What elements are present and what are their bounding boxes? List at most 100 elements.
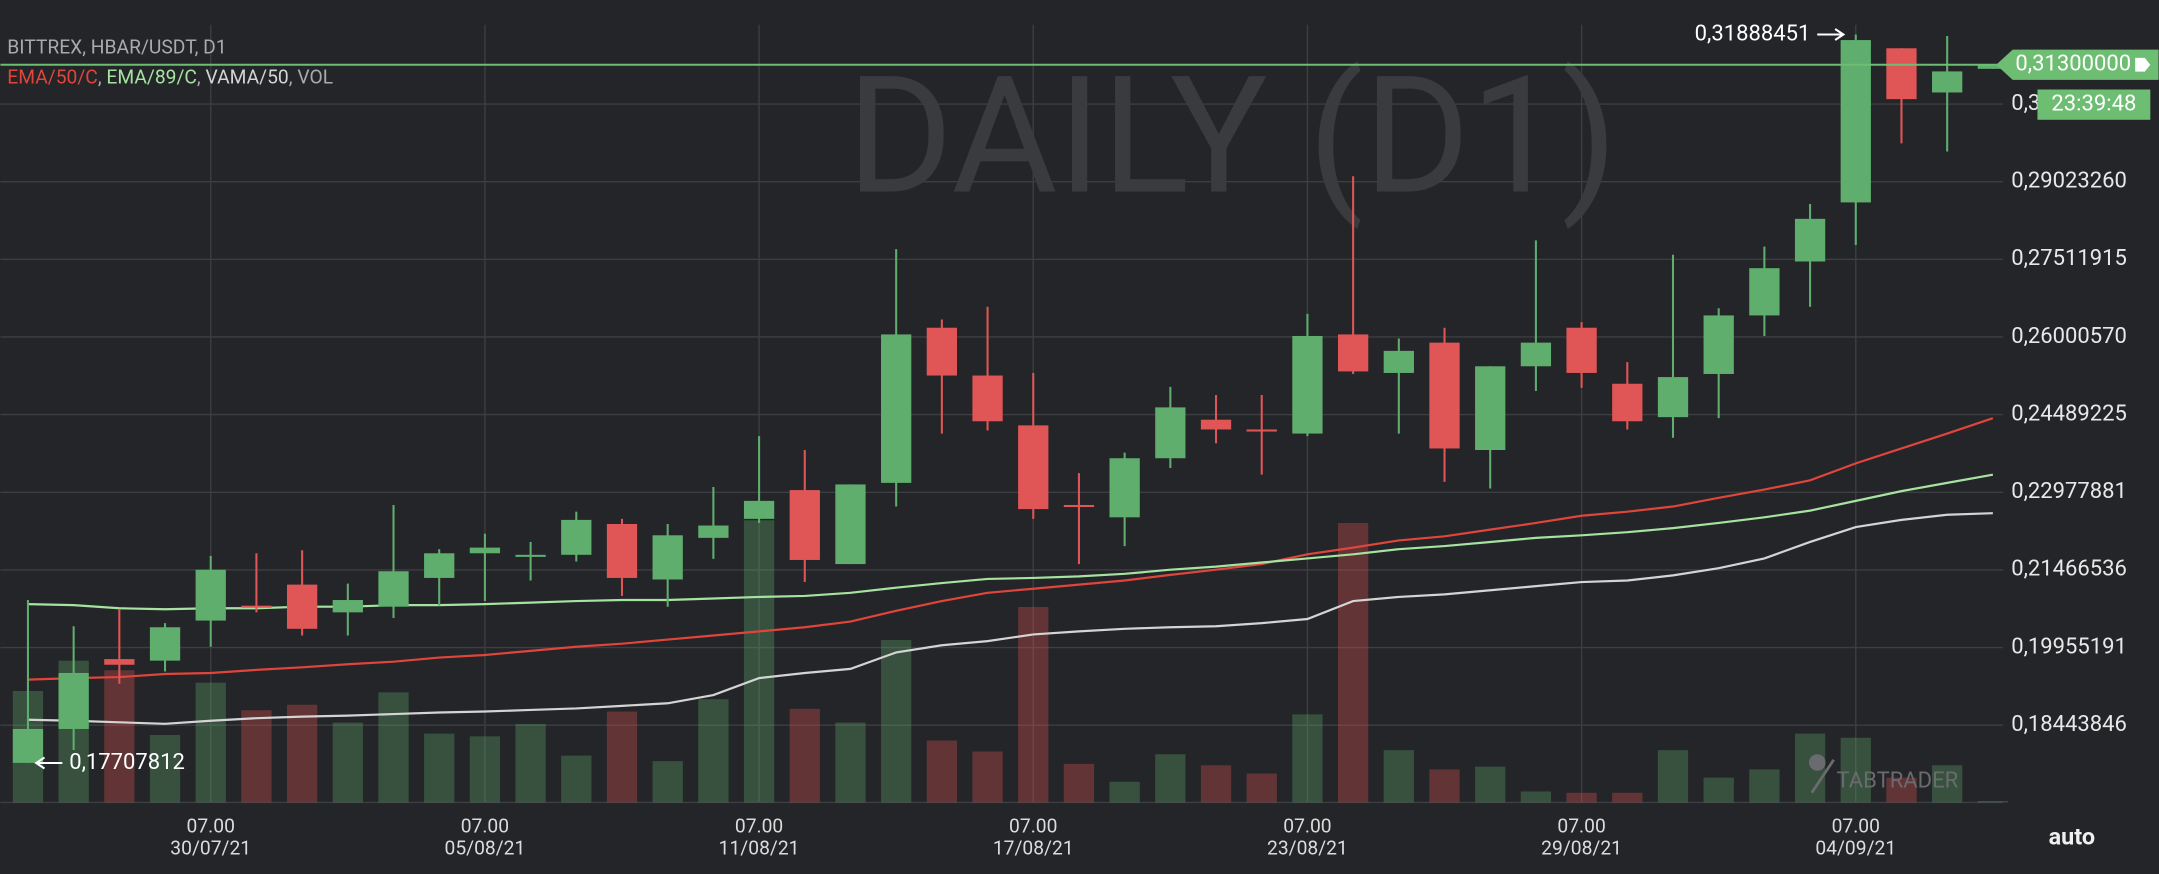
volume-bar xyxy=(1566,792,1597,803)
x-tick-time: 07.00 xyxy=(1557,814,1605,837)
tag-icon xyxy=(2135,57,2151,72)
candle-body xyxy=(195,569,226,621)
volume-bar xyxy=(195,682,226,803)
volume-bar xyxy=(424,733,455,803)
legend: EMA/50/C, EMA/89/C, VAMA/50, VOL xyxy=(7,66,333,89)
y-tick-label: 0,22977881 xyxy=(2011,479,2127,504)
candle-body xyxy=(652,535,683,580)
legend-separator: , xyxy=(289,66,298,89)
volume-bar xyxy=(1886,777,1917,803)
candle-body xyxy=(1246,429,1277,432)
logo-dot xyxy=(1808,754,1826,771)
legend-entry: EMA/89/C xyxy=(106,66,197,89)
x-tick-label: 05/08/21 xyxy=(444,836,525,859)
candle-body xyxy=(1018,425,1049,510)
candle-body xyxy=(698,525,729,538)
low-label: 0,17707812 xyxy=(69,750,185,775)
candle-layer xyxy=(12,34,2009,763)
volume-bar xyxy=(515,723,546,803)
candle-body xyxy=(12,728,44,763)
brand: TABTRADER xyxy=(1837,769,1959,794)
candle-body xyxy=(424,553,455,578)
x-tick-time: 07.00 xyxy=(735,814,783,837)
volume-bar xyxy=(1977,801,2009,803)
volume-bar xyxy=(1292,714,1323,803)
volume-bar xyxy=(881,640,912,803)
legend-separator: , xyxy=(197,66,206,89)
candle-body xyxy=(58,672,89,729)
x-tick-time: 07.00 xyxy=(461,814,509,837)
volume-bar xyxy=(286,704,318,803)
volume-bar xyxy=(1612,792,1643,803)
candle-body xyxy=(149,627,181,661)
volume-bar xyxy=(561,755,592,803)
candle-body xyxy=(1383,350,1414,373)
y-tick-label: 0,24489225 xyxy=(2011,401,2127,426)
candle-body xyxy=(1977,64,2009,69)
volume-bar xyxy=(1749,769,1780,803)
chart-title: BITTREX, HBAR/USDT, D1 xyxy=(7,35,226,58)
candle-body xyxy=(1566,327,1597,373)
x-tick-label: 11/08/21 xyxy=(719,836,800,859)
y-tick-label: 0,21466536 xyxy=(2011,557,2127,582)
volume-bar xyxy=(1657,750,1689,803)
candle-body xyxy=(1794,218,1826,262)
volume-bar xyxy=(1109,781,1140,803)
volume-bar xyxy=(972,751,1003,803)
candle-body xyxy=(1886,48,1917,100)
x-tick-label: 23/08/21 xyxy=(1267,836,1348,859)
volume-bar xyxy=(1246,773,1277,803)
candle-body xyxy=(926,327,958,376)
legend-entry: VAMA/50 xyxy=(206,66,289,89)
candle-body xyxy=(241,605,272,608)
volume-bar xyxy=(1200,765,1232,803)
candle-body xyxy=(1840,40,1871,203)
volume-layer xyxy=(12,520,2009,803)
candle-body xyxy=(881,334,912,483)
volume-bar xyxy=(789,708,820,803)
y-tick-label: 0,18443846 xyxy=(2011,712,2127,737)
candle-body xyxy=(1475,366,1506,451)
candle-body xyxy=(743,500,775,519)
legend-entry: VOL xyxy=(297,66,333,89)
volume-bar xyxy=(835,722,866,803)
last-price-label: 0,31300000 xyxy=(2015,52,2131,77)
candle-body xyxy=(1749,268,1780,316)
candle-body xyxy=(1155,407,1186,459)
countdown-box xyxy=(2037,89,2151,120)
candle-body xyxy=(469,547,501,554)
x-tick-label: 30/07/21 xyxy=(170,836,251,859)
candle-body xyxy=(1337,334,1369,372)
legend-entry: EMA/50/C xyxy=(7,66,98,89)
candle-body xyxy=(1109,458,1140,518)
candle-body xyxy=(1200,419,1232,430)
candle-body xyxy=(332,600,363,613)
x-tick-label: 17/08/21 xyxy=(993,836,1074,859)
volume-bar xyxy=(1703,777,1734,803)
candle-body xyxy=(561,519,592,555)
indicator-line xyxy=(27,512,1993,725)
x-tick-time: 07.00 xyxy=(187,814,235,837)
candle-body xyxy=(1612,383,1643,422)
volume-bar xyxy=(149,734,181,803)
volume-bar xyxy=(241,710,272,803)
x-tick-time: 07.00 xyxy=(1832,814,1880,837)
y-tick-label: 0,19955191 xyxy=(2011,634,2127,659)
volume-bar xyxy=(104,670,135,803)
x-tick-label: 04/09/21 xyxy=(1815,836,1896,859)
candle-body xyxy=(378,571,409,607)
volume-bar xyxy=(1337,523,1369,803)
grid xyxy=(0,24,2004,804)
volume-bar xyxy=(606,711,638,803)
volume-bar xyxy=(1475,766,1506,803)
overlay-layer: 0,18443846 0,19955191 0,21466536 0,22977881… xyxy=(0,21,2159,859)
volume-bar xyxy=(1932,765,1963,803)
scale-mode[interactable]: auto xyxy=(2049,822,2095,850)
volume-bar xyxy=(1429,769,1460,803)
volume-bar xyxy=(1840,737,1871,803)
candle-body xyxy=(1657,377,1689,418)
volume-bar xyxy=(1155,754,1186,803)
volume-bar xyxy=(652,761,683,803)
